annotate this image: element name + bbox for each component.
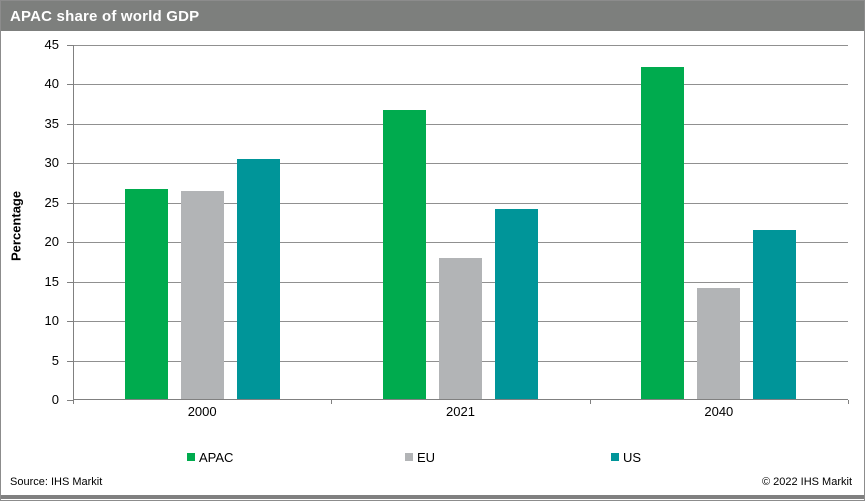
y-tick-45 xyxy=(67,45,73,46)
bar-group-2040 xyxy=(590,45,848,400)
y-tick-10 xyxy=(67,321,73,323)
y-tick-label-15: 15 xyxy=(44,273,59,289)
y-tick-label-35: 35 xyxy=(44,115,59,131)
legend-label-eu: EU xyxy=(417,449,436,465)
legend-item-apac: APAC xyxy=(187,449,233,465)
page-title: APAC share of world GDP xyxy=(10,7,200,25)
y-axis-line xyxy=(73,45,74,400)
bottom-bar xyxy=(1,495,864,499)
title-bar: APAC share of world GDP xyxy=(1,1,864,31)
gridline-25 xyxy=(73,202,848,204)
y-tick-0 xyxy=(67,400,73,401)
legend-item-us: US xyxy=(611,449,641,465)
x-tick-3 xyxy=(848,400,849,404)
gridline-20 xyxy=(73,242,848,244)
y-tick-label-30: 30 xyxy=(44,155,59,171)
y-tick-label-20: 20 xyxy=(44,234,59,250)
x-tick-0 xyxy=(73,400,74,404)
bar-eu-2000 xyxy=(180,190,224,400)
y-tick-20 xyxy=(67,242,73,244)
bar-apac-2000 xyxy=(124,188,168,400)
legend-item-eu: EU xyxy=(405,449,435,465)
bar-us-2040 xyxy=(753,229,797,400)
bar-apac-2040 xyxy=(641,67,685,400)
x-axis-line xyxy=(73,399,848,400)
y-tick-label-45: 45 xyxy=(44,37,59,52)
y-tick-30 xyxy=(67,163,73,165)
y-tick-label-40: 40 xyxy=(44,76,59,92)
y-tick-5 xyxy=(67,360,73,362)
x-tick-1 xyxy=(331,400,333,404)
legend-label-apac: APAC xyxy=(199,449,234,465)
bar-eu-2040 xyxy=(697,287,741,400)
y-tick-label-5: 5 xyxy=(51,352,59,368)
plot-area xyxy=(67,45,849,404)
y-tick-label-25: 25 xyxy=(44,194,59,210)
x-axis-label-2040: 2040 xyxy=(704,404,734,419)
legend-swatch-apac xyxy=(187,453,195,461)
bar-group-2021 xyxy=(331,45,589,400)
x-axis-label-2021: 2021 xyxy=(446,404,475,419)
footer-copyright: © 2022 IHS Markit xyxy=(761,476,852,488)
bar-us-2000 xyxy=(236,159,280,400)
bar-eu-2021 xyxy=(438,258,482,400)
y-tick-25 xyxy=(67,202,73,204)
bar-groups xyxy=(73,45,848,400)
legend-swatch-us xyxy=(611,453,619,461)
y-tick-35 xyxy=(67,123,73,125)
y-tick-15 xyxy=(67,281,73,283)
legend-label-us: US xyxy=(623,449,642,465)
x-tick-2 xyxy=(589,400,591,404)
gridline-40 xyxy=(73,84,848,86)
legend: APAC EU US xyxy=(1,449,864,465)
gridline-45 xyxy=(73,45,848,46)
bar-us-2021 xyxy=(494,209,538,400)
bar-group-2000 xyxy=(73,45,331,400)
gridline-30 xyxy=(73,163,848,165)
legend-swatch-eu xyxy=(405,453,413,461)
y-tick-40 xyxy=(67,84,73,86)
gridline-35 xyxy=(73,123,848,125)
x-axis-label-2000: 2000 xyxy=(187,404,217,419)
y-tick-label-0: 0 xyxy=(51,392,59,407)
x-axis-labels: 2000 2021 2040 xyxy=(73,404,848,419)
bar-apac-2021 xyxy=(382,110,426,400)
y-tick-label-10: 10 xyxy=(44,313,59,329)
footer-source: Source: IHS Markit xyxy=(10,476,103,488)
